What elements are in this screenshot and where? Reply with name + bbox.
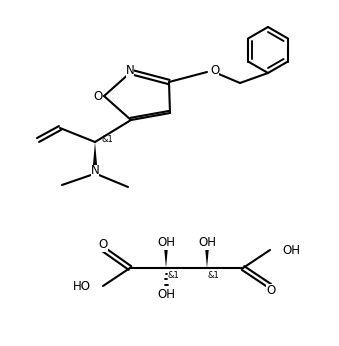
Text: O: O <box>266 283 276 297</box>
Text: OH: OH <box>198 237 216 249</box>
Text: N: N <box>126 64 134 78</box>
Text: O: O <box>210 64 219 78</box>
Polygon shape <box>205 247 209 268</box>
Text: HO: HO <box>73 280 91 292</box>
Text: &1: &1 <box>208 271 220 280</box>
Text: O: O <box>98 238 107 252</box>
Text: O: O <box>93 90 103 102</box>
Text: OH: OH <box>157 288 175 300</box>
Text: OH: OH <box>157 237 175 249</box>
Text: OH: OH <box>282 244 300 256</box>
Text: N: N <box>91 164 99 177</box>
Polygon shape <box>93 142 98 170</box>
Text: &1: &1 <box>101 135 113 144</box>
Text: &1: &1 <box>167 271 179 280</box>
Polygon shape <box>164 247 168 268</box>
